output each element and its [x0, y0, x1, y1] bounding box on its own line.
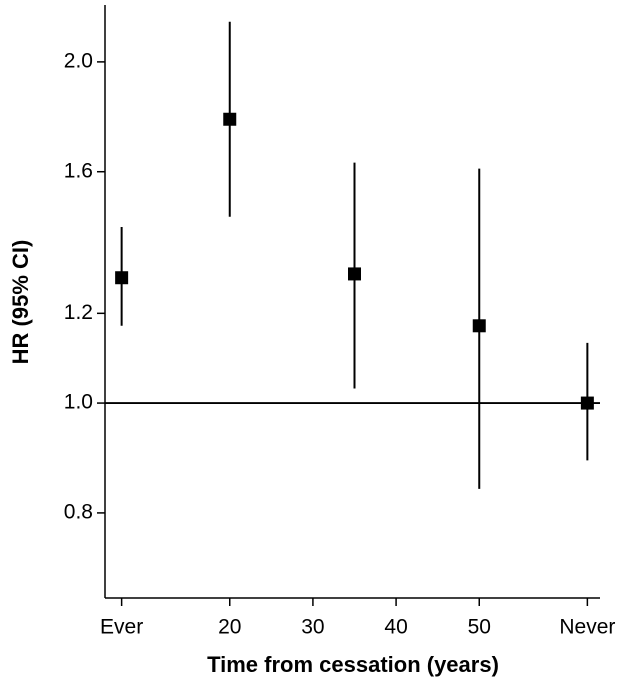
x-tick-label: 30 [301, 616, 324, 639]
y-tick-label: 0.8 [64, 500, 93, 523]
point-marker [115, 271, 129, 285]
y-tick-label: 1.2 [64, 301, 93, 324]
point-marker [472, 319, 486, 333]
y-axis-title: HR (95% CI) [8, 240, 33, 365]
x-axis-title: Time from cessation (years) [207, 652, 499, 677]
y-tick-label: 1.0 [64, 391, 93, 414]
x-tick-label: 50 [468, 616, 491, 639]
point-marker [223, 112, 237, 126]
y-tick-label: 2.0 [64, 49, 93, 72]
x-tick-label: Never [559, 616, 615, 639]
y-tick-label: 1.6 [64, 159, 93, 182]
x-tick-label: 20 [218, 616, 241, 639]
x-tick-label: 40 [384, 616, 407, 639]
point-marker [580, 396, 594, 410]
x-tick-label: Ever [100, 616, 143, 639]
point-marker [348, 267, 361, 281]
